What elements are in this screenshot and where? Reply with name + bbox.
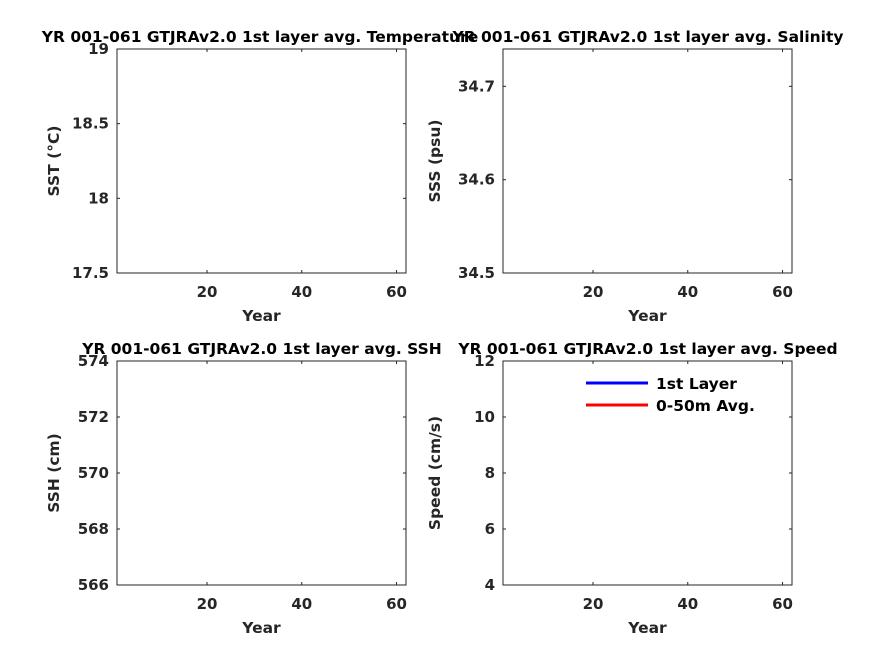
- x-tick-label: 60: [386, 283, 407, 301]
- y-tick-label: 566: [78, 576, 109, 594]
- chart-panel-4: 20 40 60 4 6 8 10 12 Year Speed (cm/s) YR 001-061 …: [426, 340, 838, 637]
- x-axis-label: Year: [241, 619, 281, 637]
- chart-title: YR 001-061 GTJRAv2.0 1st layer avg. Sali…: [451, 28, 843, 46]
- chart-title: YR 001-061 GTJRAv2.0 1st layer avg. Spee…: [457, 340, 837, 358]
- y-tick-label: 18.5: [72, 115, 109, 133]
- x-axis-label: Year: [627, 307, 667, 325]
- y-tick-label: 34.5: [458, 264, 495, 282]
- x-tick-label: 20: [583, 283, 604, 301]
- x-tick-label: 60: [772, 283, 793, 301]
- y-tick-label: 34.7: [458, 77, 495, 95]
- y-tick-label: 4: [485, 576, 495, 594]
- y-tick-label: 10: [474, 408, 495, 426]
- x-tick-label: 20: [583, 595, 604, 613]
- y-axis-label: SSH (cm): [45, 433, 63, 513]
- y-tick-label: 19: [88, 40, 109, 58]
- chart-title: YR 001-061 GTJRAv2.0 1st layer avg. Temp…: [41, 28, 478, 46]
- x-tick-label: 60: [386, 595, 407, 613]
- y-tick-label: 6: [485, 520, 495, 538]
- x-tick-label: 40: [677, 283, 698, 301]
- y-tick-label: 574: [78, 352, 109, 370]
- axes-frame: [116, 360, 407, 586]
- x-tick-label: 20: [197, 595, 218, 613]
- x-tick-label: 40: [291, 595, 312, 613]
- y-tick-label: 570: [78, 464, 109, 482]
- axes-frame: [502, 48, 793, 274]
- axes-frame: [502, 360, 793, 586]
- chart-panel-3: 20 40 60 566 568 570 572 574 Year SSH (cm) YR 001-…: [45, 340, 442, 637]
- x-tick-label: 40: [291, 283, 312, 301]
- x-tick-label: 60: [772, 595, 793, 613]
- x-tick-label: 20: [197, 283, 218, 301]
- chart-panel-2: 20 40 60 34.5 34.6 34.7 Year SSS (psu) YR 001-06…: [426, 28, 844, 325]
- chart-title: YR 001-061 GTJRAv2.0 1st layer avg. SSH: [81, 340, 442, 358]
- legend-entry-2: 0-50m Avg.: [656, 397, 755, 415]
- y-axis-label: SST (°C): [45, 126, 63, 197]
- x-axis-label: Year: [627, 619, 667, 637]
- chart-panel-1: 20 40 60 17.5 18 18.5 19 Year SST (°C) YR 001-061…: [41, 28, 478, 325]
- y-tick-label: 18: [88, 189, 109, 207]
- y-tick-label: 568: [78, 520, 109, 538]
- legend: 1st Layer 0-50m Avg.: [586, 375, 755, 415]
- x-axis-label: Year: [241, 307, 281, 325]
- y-tick-label: 34.6: [458, 171, 495, 189]
- y-tick-label: 8: [485, 464, 495, 482]
- y-axis-label: Speed (cm/s): [426, 416, 444, 530]
- legend-entry-1: 1st Layer: [656, 375, 737, 393]
- y-tick-label: 12: [474, 352, 495, 370]
- y-tick-label: 572: [78, 408, 109, 426]
- axes-frame: [116, 48, 407, 274]
- y-axis-label: SSS (psu): [426, 119, 444, 202]
- y-tick-label: 17.5: [72, 264, 109, 282]
- x-tick-label: 40: [677, 595, 698, 613]
